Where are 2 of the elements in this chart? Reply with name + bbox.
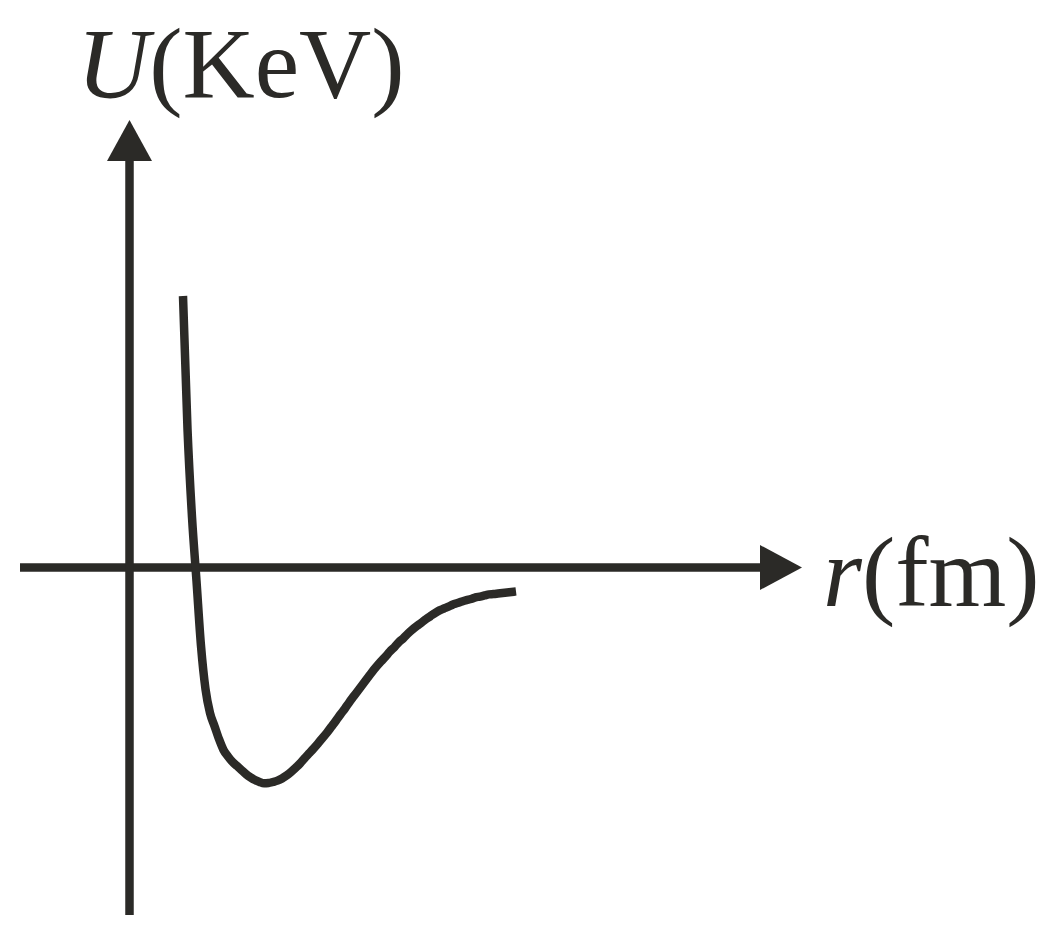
y-axis-title: U(KeV) <box>77 8 405 119</box>
x-axis-title: r(fm) <box>823 517 1040 628</box>
